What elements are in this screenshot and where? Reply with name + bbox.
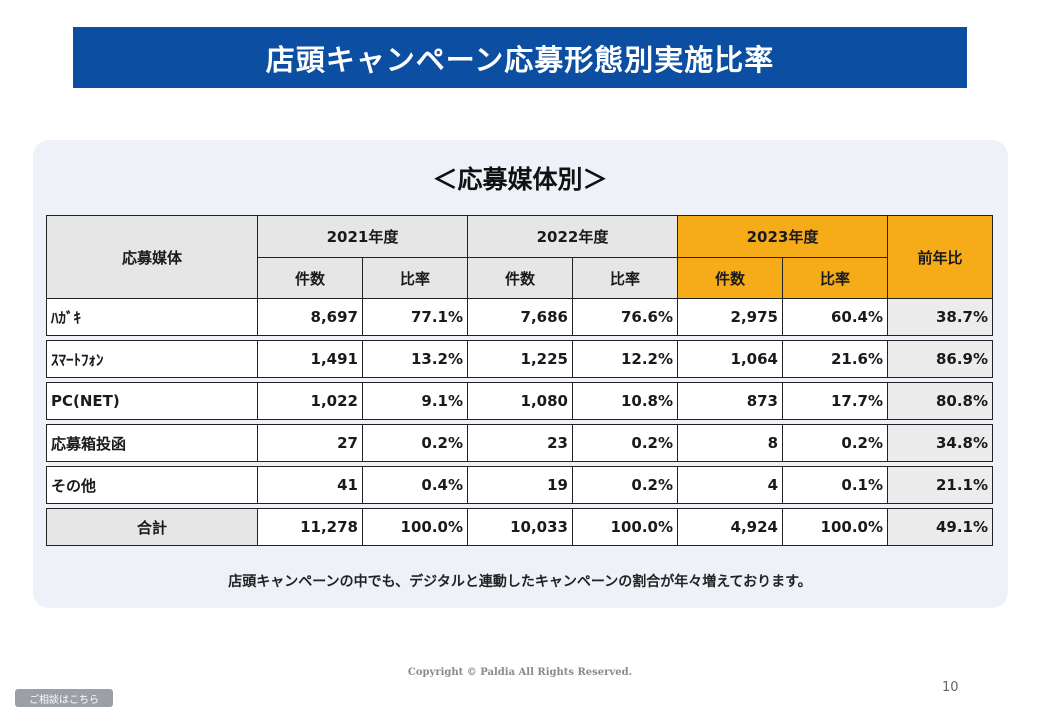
count-2021: 41 (257, 466, 363, 504)
ratio-2021: 9.1% (362, 382, 468, 420)
ratio-2022: 76.6% (572, 298, 678, 336)
consult-button-label: ご相談はこちら (29, 694, 99, 706)
media-header: 応募媒体 (46, 215, 258, 299)
count-header-2021: 件数 (257, 257, 363, 299)
yoy-value: 38.7% (887, 298, 993, 336)
total-ratio-2023: 100.0% (782, 508, 888, 546)
ratio-2023: 21.6% (782, 340, 888, 378)
table-row: 応募箱投函 27 0.2% 23 0.2% 8 0.2% 34.8% (46, 424, 993, 462)
yoy-value: 86.9% (887, 340, 993, 378)
ratio-2022: 12.2% (572, 340, 678, 378)
count-2023: 4 (677, 466, 783, 504)
media-table: 応募媒体 2021年度 2022年度 2023年度 前年比 件数 比率 件数 比… (46, 215, 993, 546)
table-row: ﾊｶﾞｷ 8,697 77.1% 7,686 76.6% 2,975 60.4%… (46, 298, 993, 336)
total-count-2021: 11,278 (257, 508, 363, 546)
count-2022: 23 (467, 424, 573, 462)
count-2021: 1,491 (257, 340, 363, 378)
table-subtitle: ＜応募媒体別＞ (432, 165, 608, 194)
ratio-2023: 17.7% (782, 382, 888, 420)
ratio-2021: 13.2% (362, 340, 468, 378)
count-2022: 7,686 (467, 298, 573, 336)
page-title-text: 店頭キャンペーン応募形態別実施比率 (265, 42, 775, 77)
count-2023: 2,975 (677, 298, 783, 336)
total-row: 合計 11,278 100.0% 10,033 100.0% 4,924 100… (46, 508, 993, 546)
page-title: 店頭キャンペーン応募形態別実施比率 (73, 27, 967, 88)
ratio-2022: 10.8% (572, 382, 678, 420)
page-number: 10 (942, 680, 959, 695)
count-2023: 8 (677, 424, 783, 462)
table-row: ｽﾏｰﾄﾌｫﾝ 1,491 13.2% 1,225 12.2% 1,064 21… (46, 340, 993, 378)
total-count-2023: 4,924 (677, 508, 783, 546)
count-2021: 8,697 (257, 298, 363, 336)
ratio-2022: 0.2% (572, 466, 678, 504)
header-row-years: 応募媒体 2021年度 2022年度 2023年度 前年比 (46, 215, 993, 299)
ratio-2021: 77.1% (362, 298, 468, 336)
year-2021-header: 2021年度 (257, 215, 468, 258)
ratio-2023: 0.2% (782, 424, 888, 462)
total-yoy-value: 49.1% (887, 508, 993, 546)
total-ratio-2021: 100.0% (362, 508, 468, 546)
count-2022: 1,080 (467, 382, 573, 420)
copyright: Copyright © Paldia All Rights Reserved. (407, 667, 633, 678)
count-2021: 1,022 (257, 382, 363, 420)
row-label: PC(NET) (46, 382, 258, 420)
ratio-header-2021: 比率 (362, 257, 468, 299)
yoy-header: 前年比 (887, 215, 993, 299)
footnote: 店頭キャンペーンの中でも、デジタルと連動したキャンペーンの割合が年々増えておりま… (228, 574, 812, 590)
count-2022: 1,225 (467, 340, 573, 378)
ratio-2023: 0.1% (782, 466, 888, 504)
ratio-header-2022: 比率 (572, 257, 678, 299)
ratio-2021: 0.2% (362, 424, 468, 462)
year-2022-header: 2022年度 (467, 215, 678, 258)
consult-button[interactable]: ご相談はこちら (15, 689, 113, 707)
count-header-2023: 件数 (677, 257, 783, 299)
count-2022: 19 (467, 466, 573, 504)
yoy-value: 34.8% (887, 424, 993, 462)
yoy-value: 80.8% (887, 382, 993, 420)
row-label: ｽﾏｰﾄﾌｫﾝ (46, 340, 258, 378)
year-2023-header: 2023年度 (677, 215, 888, 258)
count-2023: 873 (677, 382, 783, 420)
row-label: その他 (46, 466, 258, 504)
total-ratio-2022: 100.0% (572, 508, 678, 546)
ratio-2021: 0.4% (362, 466, 468, 504)
ratio-header-2023: 比率 (782, 257, 888, 299)
row-label: ﾊｶﾞｷ (46, 298, 258, 336)
ratio-2023: 60.4% (782, 298, 888, 336)
total-count-2022: 10,033 (467, 508, 573, 546)
count-2023: 1,064 (677, 340, 783, 378)
table-row: PC(NET) 1,022 9.1% 1,080 10.8% 873 17.7%… (46, 382, 993, 420)
table-row: その他 41 0.4% 19 0.2% 4 0.1% 21.1% (46, 466, 993, 504)
row-label: 応募箱投函 (46, 424, 258, 462)
yoy-value: 21.1% (887, 466, 993, 504)
header-row-metrics: 件数 比率 件数 比率 件数 比率 (47, 257, 993, 299)
ratio-2022: 0.2% (572, 424, 678, 462)
total-label: 合計 (46, 508, 258, 546)
count-header-2022: 件数 (467, 257, 573, 299)
count-2021: 27 (257, 424, 363, 462)
